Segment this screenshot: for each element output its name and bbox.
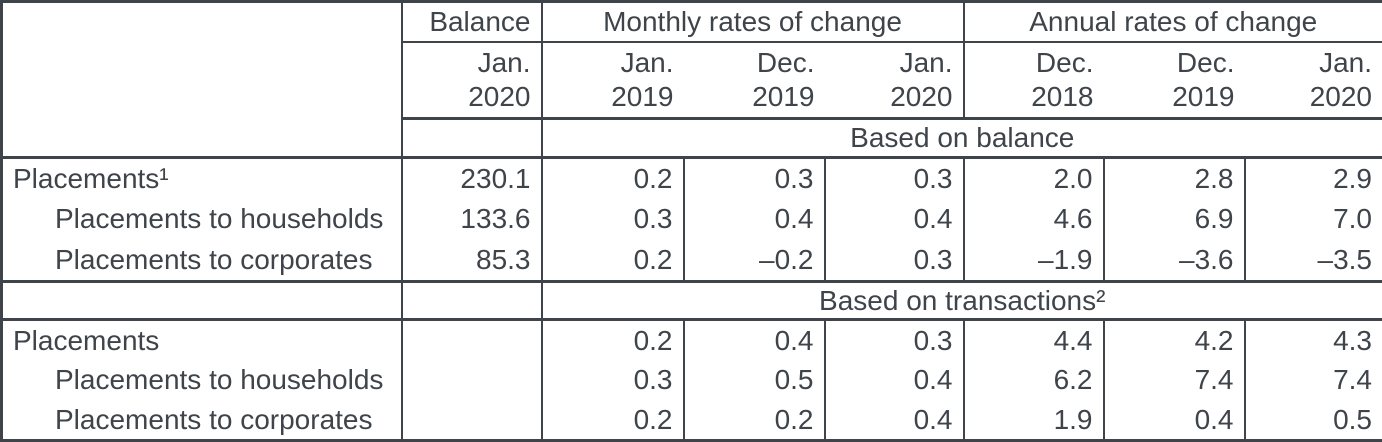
data-cell: 0.2	[540, 157, 684, 199]
empty-cell	[400, 118, 542, 160]
data-cell: 7.4	[1243, 359, 1382, 401]
row-label: Placements to households	[55, 364, 384, 396]
data-cell-balance	[400, 359, 542, 401]
table-row-households-balance: Placements to households 133.6 0.3 0.4 0…	[2, 198, 1382, 241]
data-cell: 0.3	[682, 157, 825, 199]
section-title-based-on-balance: Based on balance	[540, 118, 1382, 160]
data-cell: 4.3	[1243, 319, 1382, 360]
data-cell: 2.8	[1102, 157, 1245, 199]
data-cell-balance	[400, 319, 542, 360]
table-row-households-transactions: Placements to households 0.3 0.5 0.4 6.2…	[2, 359, 1382, 401]
data-cell: 0.3	[823, 319, 964, 360]
empty-cell	[400, 281, 542, 322]
data-cell: 0.4	[1102, 400, 1245, 441]
data-cell: –3.5	[1243, 240, 1382, 283]
data-cell: 4.6	[962, 198, 1104, 241]
data-cell: 0.3	[823, 157, 964, 199]
data-cell: 0.3	[540, 359, 684, 401]
column-header-balance: Balance	[400, 1, 542, 43]
data-cell: 0.4	[682, 198, 825, 241]
data-cell-balance: 85.3	[400, 240, 542, 283]
period-header-monthly-jan-2019: Jan. 2019	[540, 41, 684, 120]
data-cell: 0.2	[540, 319, 684, 360]
data-cell: –1.9	[962, 240, 1104, 283]
data-cell: 1.9	[962, 400, 1104, 441]
group-header-annual-rates: Annual rates of change	[962, 1, 1382, 43]
data-cell: 2.0	[962, 157, 1104, 199]
table-row-placements-transactions: Placements 0.2 0.4 0.3 4.4 4.2 4.3	[2, 319, 1382, 360]
data-cell: 0.5	[682, 359, 825, 401]
data-cell: 7.0	[1243, 198, 1382, 241]
period-header-annual-jan-2020: Jan. 2020	[1244, 41, 1382, 120]
corner-cell	[1, 1, 403, 160]
row-label: Placements to corporates	[1, 240, 402, 283]
section-header-row: Based on balance	[2, 118, 1382, 160]
data-cell: 0.2	[682, 400, 825, 441]
period-header-annual-dec-2018: Dec. 2018	[962, 41, 1104, 120]
data-cell: –0.2	[682, 240, 825, 283]
data-cell: 0.4	[682, 319, 825, 360]
row-label: Placements	[13, 324, 160, 356]
data-cell-balance	[400, 400, 542, 441]
data-cell: –3.6	[1102, 240, 1245, 283]
table-row-corporates-balance: Placements to corporates 85.3 0.2 –0.2 0…	[1, 240, 1382, 283]
period-header-monthly-dec-2019: Dec. 2019	[683, 41, 825, 120]
data-cell: 0.3	[540, 198, 684, 241]
data-cell: 0.4	[823, 400, 964, 441]
data-cell: 0.4	[823, 359, 964, 401]
data-cell: 4.2	[1102, 319, 1245, 360]
data-cell: 7.4	[1102, 359, 1245, 401]
section-header-row: Based on transactions²	[1, 281, 1382, 322]
data-cell: 0.4	[823, 198, 964, 241]
group-header-row: Balance Monthly rates of change Annual r…	[1, 1, 1382, 160]
data-cell: 2.9	[1243, 157, 1382, 199]
row-label: Placements to corporates	[55, 403, 373, 435]
data-cell-balance: 230.1	[400, 157, 542, 199]
row-label: Placements to households	[55, 203, 384, 235]
row-label: Placements¹	[13, 162, 169, 194]
data-cell: 6.2	[962, 359, 1104, 401]
period-header-balance-jan-2020: Jan. 2020	[400, 41, 542, 120]
period-header-annual-dec-2019: Dec. 2019	[1103, 41, 1245, 120]
data-cell: 0.3	[823, 240, 964, 283]
period-header-monthly-jan-2020: Jan. 2020	[824, 41, 964, 120]
section-title-based-on-transactions: Based on transactions²	[540, 281, 1382, 322]
empty-cell	[1, 281, 403, 322]
table-row-placements-balance: Placements¹ 230.1 0.2 0.3 0.3 2.0 2.8 2.…	[2, 157, 1382, 199]
data-cell: 0.2	[540, 400, 684, 441]
data-cell: 0.2	[540, 240, 684, 283]
group-header-monthly-rates: Monthly rates of change	[540, 1, 964, 43]
data-cell-balance: 133.6	[400, 198, 542, 241]
table-row-corporates-transactions: Placements to corporates 0.2 0.2 0.4 1.9…	[2, 400, 1382, 441]
data-cell: 0.5	[1243, 400, 1382, 441]
period-header-row: Jan. 2020 Jan. 2019 Dec. 2019 Jan. 2020 …	[2, 41, 1382, 120]
data-cell: 4.4	[962, 319, 1104, 360]
data-cell: 6.9	[1102, 198, 1245, 241]
